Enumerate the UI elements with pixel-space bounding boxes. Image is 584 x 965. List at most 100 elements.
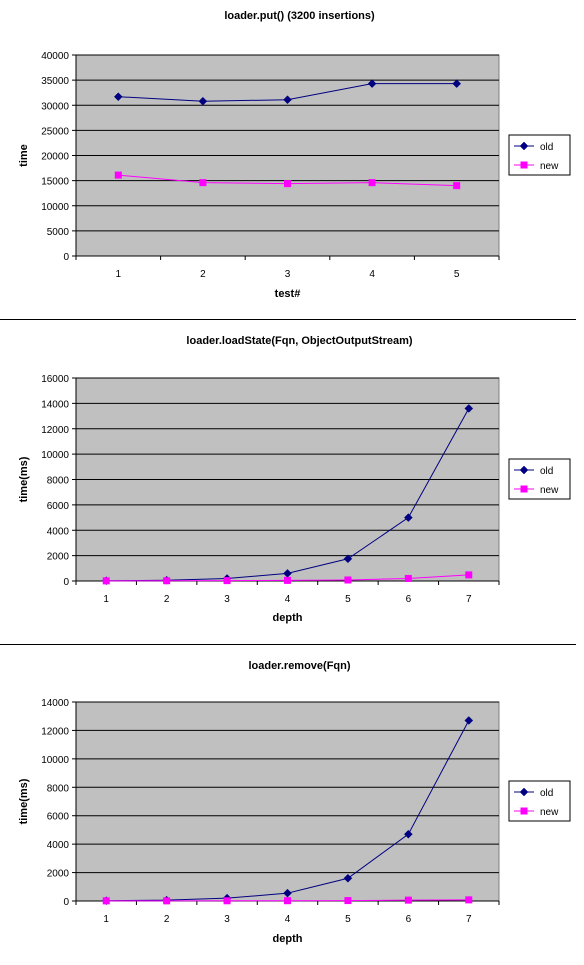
legend-label-old: old [540,142,553,153]
x-tick-label: 2 [164,594,170,605]
x-tick-label: 5 [345,914,351,925]
data-point-old [113,92,123,102]
legend: old new [508,780,571,822]
chart-divider-1 [0,319,576,320]
x-tick-label: 3 [224,594,230,605]
series-new [102,896,473,905]
x-tick-label: 4 [285,914,291,925]
data-point-new [368,179,376,187]
x-tick-label: 1 [103,914,109,925]
legend-label-new: new [540,485,559,496]
data-point-new [404,896,412,904]
x-tick-label: 6 [406,594,412,605]
chart-2: loader.loadState(Fqn, ObjectOutputStream… [18,335,571,624]
legend-marker-old [519,465,529,475]
series-old [113,79,462,106]
y-tick-label: 30000 [41,101,69,112]
chart-1: loader.put() (3200 insertions) 0 5000 10000… [18,10,571,300]
data-point-old [343,554,353,564]
data-point-new [102,577,110,585]
y-tick-label: 16000 [41,374,69,385]
data-point-old [464,716,474,725]
y-tick-label: 10000 [41,755,69,766]
legend-marker-new [520,807,528,815]
x-tick-label: 4 [285,594,291,605]
x-tick-label: 5 [454,269,460,280]
data-point-new [344,576,352,584]
data-point-old [452,79,462,88]
plot-area [75,701,500,902]
data-point-new [284,897,291,905]
legend-marker-new [520,485,528,493]
legend-box [508,134,571,176]
y-tick-label: 20000 [41,152,69,163]
data-point-new [163,897,171,905]
chart-title: loader.remove(Fqn) [248,660,350,672]
data-point-old [198,96,208,106]
y-tick-label: 6000 [47,812,70,823]
legend-marker-old [519,787,529,797]
data-point-old [343,873,353,883]
legend-marker-old [519,141,529,151]
x-axis-label: depth [273,612,303,624]
y-tick-label: 35000 [41,76,69,87]
y-tick-label: 12000 [41,726,69,737]
series-new [102,571,473,585]
y-axis-label: time(ms) [18,778,30,824]
data-point-old [404,513,413,522]
y-tick-label: 25000 [41,126,69,137]
legend-label-new: new [540,161,559,172]
legend-box [508,458,571,500]
y-axis-label: time [18,144,30,167]
legend-label-old: old [540,788,553,799]
y-tick-label: 0 [63,577,69,588]
data-point-new [344,897,352,905]
x-tick-label: 7 [466,594,472,605]
data-point-new [404,574,412,582]
series-new [114,171,461,190]
y-tick-label: 4000 [47,840,70,851]
data-point-old [283,95,292,105]
data-point-new [465,896,473,904]
data-point-new [284,180,291,188]
x-tick-label: 2 [164,914,170,925]
data-point-old [367,79,377,88]
x-tick-label: 7 [466,914,472,925]
y-tick-label: 12000 [41,425,69,436]
legend-box [508,780,571,822]
x-tick-label: 3 [285,269,291,280]
legend-label-old: old [540,466,553,477]
data-point-new [114,171,122,179]
x-tick-label: 5 [345,594,351,605]
x-tick-label: 2 [200,269,206,280]
y-tick-label: 10000 [41,202,69,213]
chart-3: loader.remove(Fqn) 0 2000 4000 6000 8000 10000… [18,660,571,945]
y-tick-label: 40000 [41,51,69,62]
y-tick-label: 5000 [47,227,70,238]
y-tick-label: 15000 [41,177,69,188]
data-point-new [102,897,110,905]
y-tick-label: 8000 [47,476,70,487]
legend-label-new: new [540,807,559,818]
data-point-old [283,888,292,898]
y-tick-label: 0 [63,897,69,908]
y-tick-label: 0 [63,252,69,263]
data-point-old [404,829,413,839]
x-axis-label: depth [273,933,303,945]
chart-divider-2 [0,644,576,645]
y-tick-label: 14000 [41,399,69,410]
y-tick-label: 2000 [47,869,70,880]
x-axis-label: test# [275,288,301,300]
y-axis-label: time(ms) [18,456,30,502]
legend: old new [508,458,571,500]
data-point-new [223,897,231,905]
x-tick-label: 4 [369,269,375,280]
legend: old new [508,134,571,176]
y-tick-label: 14000 [41,698,69,709]
x-tick-label: 1 [103,594,109,605]
y-tick-label: 8000 [47,783,70,794]
y-tick-label: 2000 [47,552,70,563]
chart-title: loader.put() (3200 insertions) [224,10,375,22]
x-tick-label: 1 [116,269,122,280]
x-tick-label: 6 [406,914,412,925]
